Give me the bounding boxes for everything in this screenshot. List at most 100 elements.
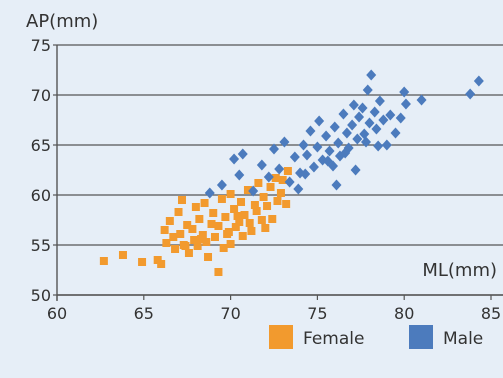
data-point-male <box>234 169 245 181</box>
data-point-female <box>257 216 266 224</box>
data-point-female <box>162 239 171 247</box>
data-point-male <box>216 179 227 191</box>
legend: Female Male <box>269 325 483 349</box>
data-point-female <box>165 217 174 225</box>
data-point-male <box>348 99 359 111</box>
data-point-male <box>329 121 340 133</box>
data-point-male <box>284 176 295 188</box>
data-point-female <box>266 183 275 191</box>
x-tick-label: 65 <box>134 304 154 323</box>
data-point-female <box>202 238 211 246</box>
data-point-female <box>190 236 199 244</box>
data-point-male <box>369 106 380 118</box>
data-point-female <box>247 227 256 235</box>
data-point-male <box>374 95 385 107</box>
data-points <box>99 69 484 276</box>
data-point-female <box>209 209 218 217</box>
y-tick-label: 65 <box>31 136 51 155</box>
data-point-female <box>223 230 232 238</box>
data-point-male <box>364 117 375 129</box>
data-point-male <box>381 139 392 151</box>
legend-swatch-male <box>409 325 433 349</box>
data-point-male <box>362 84 373 96</box>
data-point-male <box>308 161 319 173</box>
ticks: 50 55 60 65 70 75 60 65 70 75 80 85 <box>31 36 502 323</box>
data-point-female <box>174 208 183 216</box>
data-point-male <box>300 168 311 180</box>
data-point-male <box>298 139 309 151</box>
x-tick-label: 85 <box>481 304 501 323</box>
legend-label-female: Female <box>303 329 364 349</box>
data-point-male <box>204 187 215 199</box>
data-point-female <box>271 174 280 182</box>
data-point-female <box>263 202 272 210</box>
data-point-male <box>352 133 363 145</box>
data-point-female <box>176 230 185 238</box>
legend-swatch-female <box>269 325 293 349</box>
legend-label-male: Male <box>443 329 483 349</box>
data-point-female <box>278 176 287 184</box>
data-point-female <box>252 207 261 215</box>
y-tick-label: 60 <box>31 186 51 205</box>
data-point-male <box>293 183 304 195</box>
data-point-male <box>395 112 406 124</box>
data-point-female <box>184 249 193 257</box>
data-point-female <box>177 196 186 204</box>
data-point-female <box>226 240 235 248</box>
y-tick-label: 70 <box>31 86 51 105</box>
data-point-female <box>207 220 216 228</box>
data-point-female <box>226 190 235 198</box>
data-point-male <box>366 69 377 81</box>
data-point-male <box>416 94 427 106</box>
data-point-male <box>331 179 342 191</box>
data-point-male <box>229 153 240 165</box>
data-point-female <box>273 197 282 205</box>
data-point-female <box>118 251 127 259</box>
data-point-female <box>233 212 242 220</box>
data-point-female <box>169 233 178 241</box>
data-point-male <box>305 125 316 137</box>
data-point-female <box>219 244 228 252</box>
x-tick-label: 60 <box>47 304 67 323</box>
data-point-female <box>171 245 180 253</box>
data-point-female <box>157 260 166 268</box>
data-point-male <box>359 128 370 140</box>
data-point-female <box>237 198 246 206</box>
data-point-male <box>237 148 248 160</box>
x-axis-label: ML(mm) <box>422 260 497 281</box>
data-point-female <box>283 167 292 175</box>
data-point-male <box>357 102 368 114</box>
data-point-male <box>322 155 333 167</box>
data-point-male <box>385 109 396 121</box>
data-point-female <box>191 203 200 211</box>
data-point-female <box>235 218 244 226</box>
data-point-female <box>268 215 277 223</box>
data-point-male <box>269 143 279 155</box>
data-point-female <box>160 226 169 234</box>
data-point-female <box>238 232 247 240</box>
y-axis-label: AP(mm) <box>26 11 98 32</box>
data-point-male <box>248 185 259 197</box>
data-point-male <box>473 75 484 87</box>
data-point-male <box>350 164 361 176</box>
data-point-female <box>240 211 249 219</box>
data-point-female <box>254 179 263 187</box>
data-point-male <box>338 108 349 120</box>
data-point-male <box>289 151 300 163</box>
data-point-female <box>217 195 226 203</box>
data-point-male <box>256 159 267 171</box>
data-point-female <box>195 215 204 223</box>
data-point-female <box>138 258 147 266</box>
y-tick-label: 55 <box>31 236 51 255</box>
data-point-male <box>333 137 344 149</box>
data-point-male <box>301 149 312 161</box>
x-tick-label: 80 <box>394 304 414 323</box>
data-point-female <box>204 253 213 261</box>
data-point-female <box>181 242 190 250</box>
data-point-male <box>399 86 410 98</box>
data-point-female <box>221 213 230 221</box>
data-point-female <box>188 225 197 233</box>
data-point-female <box>259 193 268 201</box>
series-female <box>99 167 292 276</box>
